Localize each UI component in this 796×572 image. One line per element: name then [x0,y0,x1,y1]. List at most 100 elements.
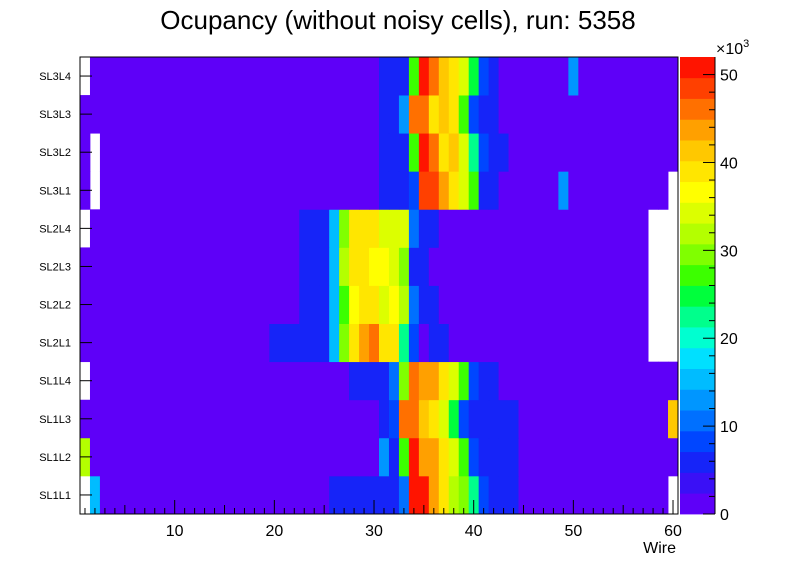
heatmap-cell [628,247,639,286]
heatmap-cell [369,57,380,96]
heatmap-cell [129,285,141,324]
heatmap-cell [448,171,460,210]
heatmap-cell [438,209,450,248]
heatmap-cell [638,171,649,210]
heatmap-cell [508,437,519,477]
heatmap-cell [209,133,220,172]
colorbar-tick-label: 0 [720,507,729,524]
heatmap-cell [488,209,499,248]
heatmap-cell [209,399,220,439]
heatmap-cell [129,399,141,439]
heatmap-cell [418,399,430,439]
heatmap-cell [149,209,161,248]
heatmap-cell [89,285,101,324]
heatmap-cell [558,361,569,401]
heatmap-cell [109,361,121,401]
heatmap-cell [498,57,509,96]
heatmap-cell [518,361,529,401]
heatmap-cell [538,171,549,210]
heatmap-cell [508,399,519,439]
heatmap-cell [269,133,280,172]
heatmap-cell [239,133,250,172]
heatmap-cell [558,323,569,363]
y-tick-label: SL1L2 [39,452,71,464]
heatmap-cell [329,247,340,286]
heatmap-cell [498,399,509,439]
heatmap-cell [478,247,490,286]
heatmap-cell [448,133,460,172]
heatmap-cell [468,323,480,363]
heatmap-cell [498,475,509,515]
heatmap-cell [349,209,360,248]
heatmap-cell [488,361,499,401]
y-tick-label: SL1L3 [39,414,71,426]
heatmap-cell [359,209,370,248]
heatmap-cell [548,133,559,172]
heatmap-cell [269,247,280,286]
heatmap-cell [548,399,559,439]
heatmap-cell [369,437,380,477]
heatmap-cell [119,171,131,210]
heatmap-cell [259,133,270,172]
heatmap-cell [249,133,260,172]
heatmap-cell [209,437,220,477]
heatmap-cell [309,437,320,477]
heatmap-cell [109,247,121,286]
heatmap-cell [109,399,121,439]
heatmap-cell [648,57,659,96]
heatmap-cell [289,247,300,286]
heatmap-cell [179,247,191,286]
heatmap-cell [289,285,300,324]
heatmap-cell [169,171,181,210]
heatmap-cell [448,399,460,439]
heatmap-cell [309,209,320,248]
heatmap-cell [359,95,370,134]
heatmap-cell [568,95,579,134]
heatmap-cell [588,437,599,477]
heatmap-cell [359,171,370,210]
heatmap-cell [538,133,549,172]
heatmap-cell [608,247,619,286]
heatmap-cell [438,437,450,477]
heatmap-cell [199,133,210,172]
colorbar-multiplier: ×103 [716,38,749,58]
heatmap-cell [129,323,141,363]
colorbar-multiplier-base: ×10 [716,41,743,58]
heatmap-cell [309,285,320,324]
heatmap-cell [508,133,519,172]
heatmap-cell [379,209,390,248]
heatmap-cell [608,133,619,172]
heatmap-cell [169,361,181,401]
heatmap-cell [508,475,519,515]
heatmap-cell [618,209,629,248]
heatmap-cell [169,399,181,439]
heatmap-cell [628,171,639,210]
heatmap-cell [319,399,330,439]
heatmap-cell [398,133,410,172]
heatmap-cell [369,209,380,248]
heatmap-cell [379,437,390,477]
heatmap-cell [408,361,420,401]
heatmap-cell [408,133,420,172]
heatmap-cell [109,209,121,248]
heatmap-cell [668,437,679,477]
heatmap-cell [548,285,559,324]
heatmap-cell [588,399,599,439]
heatmap-cell [388,247,400,286]
heatmap-cell [339,171,350,210]
heatmap-cell [558,133,569,172]
heatmap-cell [598,57,609,96]
heatmap-cell [528,247,539,286]
heatmap-cell [129,247,141,286]
heatmap-cell [339,323,350,363]
heatmap-cell [568,247,579,286]
heatmap-cell [518,475,529,515]
heatmap-cell [428,133,440,172]
heatmap-cell [189,323,200,363]
heatmap-cell [89,399,101,439]
heatmap-cell [488,323,499,363]
heatmap-cell [129,133,141,172]
heatmap-cell [299,323,310,363]
heatmap-cell [199,285,210,324]
heatmap-cell [159,209,171,248]
